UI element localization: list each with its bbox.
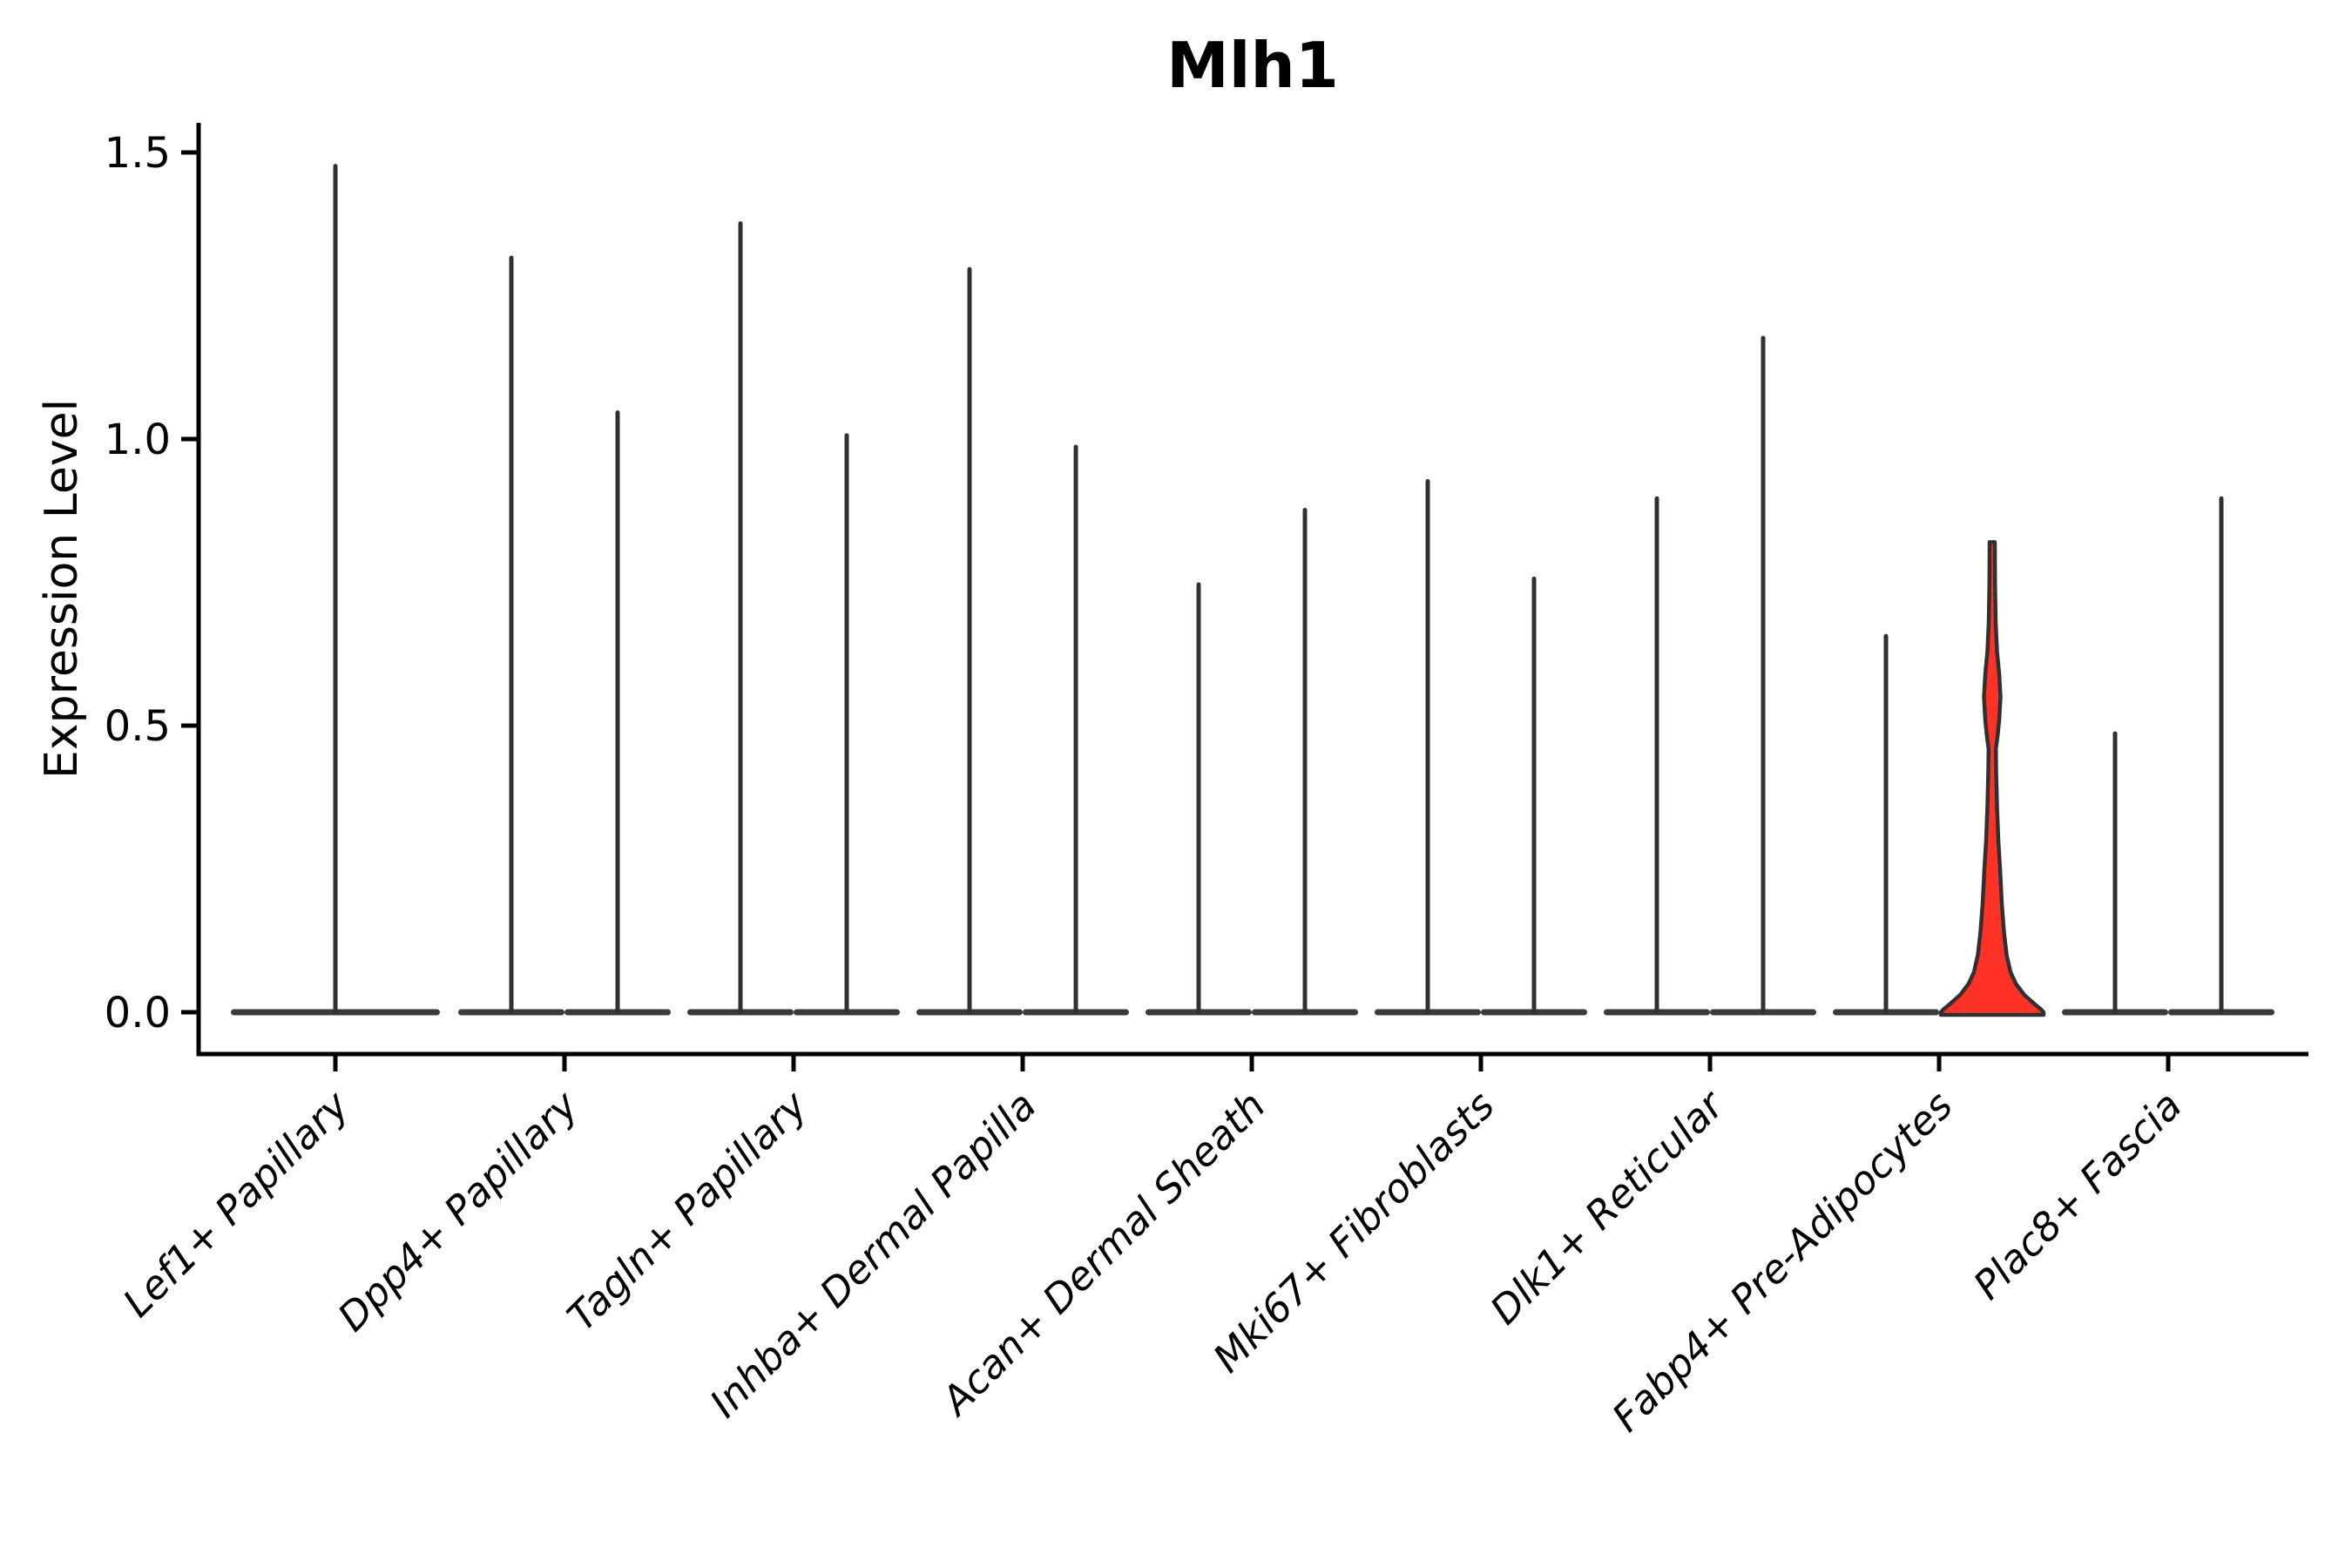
y-axis-ticks: 0.0 0.5 1.0 1.5 — [105, 129, 199, 1037]
y-axis-label: Expression Level — [36, 399, 88, 779]
x-category-label: Dpp4+ Papillary — [329, 1081, 588, 1340]
y-tick-label: 0.5 — [105, 702, 171, 751]
y-tick-label: 1.0 — [105, 416, 171, 464]
x-category-label: Tagln+ Papillary — [558, 1081, 817, 1340]
x-category-label: Dlk1+ Reticular — [1481, 1081, 1734, 1334]
y-tick-label: 0.0 — [105, 989, 171, 1037]
x-category-label: Plac8+ Fascia — [1964, 1082, 2191, 1308]
violins-layer — [231, 164, 2274, 1017]
violin-highlighted — [1938, 540, 2046, 1017]
y-tick-label: 1.5 — [105, 129, 171, 178]
x-category-label: Lef1+ Papillary — [114, 1081, 359, 1326]
chart-title: Mlh1 — [1166, 29, 1339, 102]
